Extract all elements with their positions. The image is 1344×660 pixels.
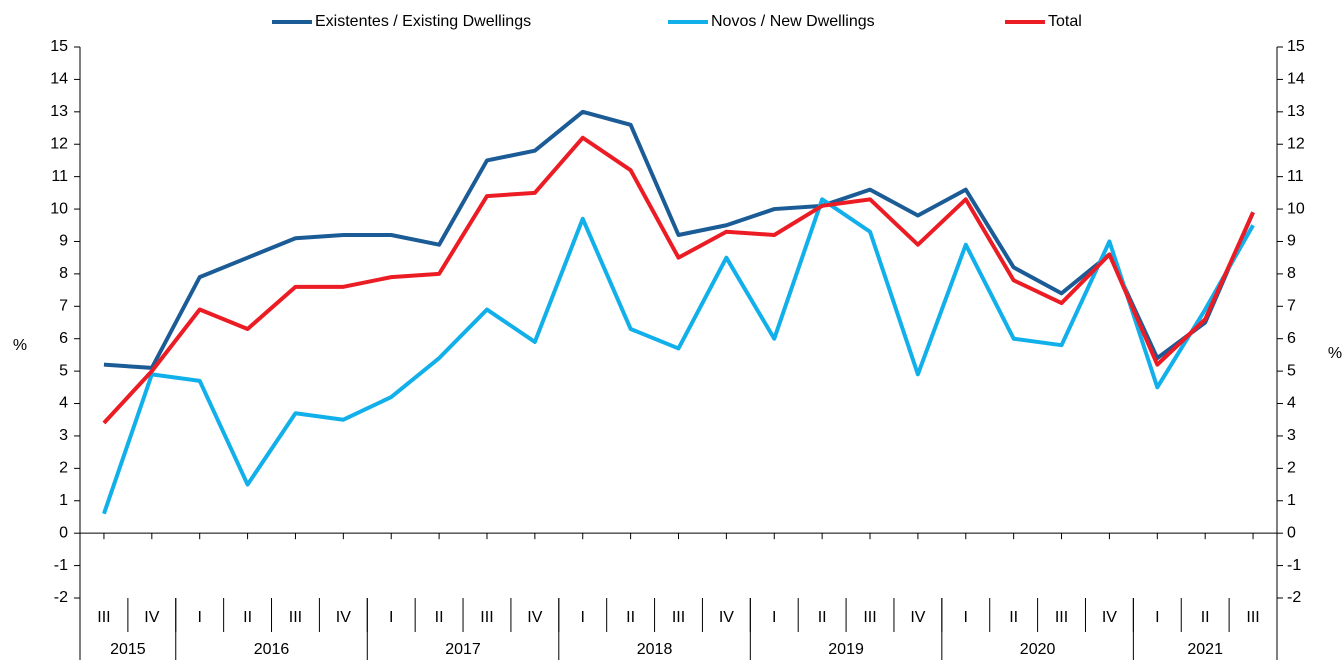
x-group-label: 2020: [1020, 641, 1056, 658]
x-tick-label: I: [1155, 609, 1159, 626]
y2-tick-label: 8: [1287, 265, 1296, 282]
y-tick-label: -1: [54, 557, 68, 574]
x-tick-label: III: [1246, 609, 1259, 626]
x-group-label: 2018: [637, 641, 673, 658]
y2-tick-label: 1: [1287, 492, 1296, 509]
y2-tick-label: 3: [1287, 427, 1296, 444]
x-tick-label: III: [672, 609, 685, 626]
y-tick-label: 14: [50, 71, 68, 88]
y-tick-label: 1: [59, 492, 68, 509]
x-tick-label: IV: [719, 609, 734, 626]
x-tick-label: I: [389, 609, 393, 626]
x-tick-label: IV: [144, 609, 159, 626]
y2-tick-label: 14: [1287, 71, 1305, 88]
x-tick-label: III: [863, 609, 876, 626]
x-tick-label: III: [1055, 609, 1068, 626]
y-tick-label: 4: [59, 395, 68, 412]
legend-label: Existentes / Existing Dwellings: [315, 13, 531, 30]
x-tick-label: I: [581, 609, 585, 626]
series-line: [102, 135, 1255, 425]
y-axis-label: %: [13, 337, 27, 354]
x-tick-label: I: [772, 609, 776, 626]
x-group-label: 2019: [828, 641, 864, 658]
x-tick-label: IV: [336, 609, 351, 626]
y-tick-label: 15: [50, 38, 68, 55]
y-tick-label: 6: [59, 330, 68, 347]
y-tick-label: 2: [59, 460, 68, 477]
y2-tick-label: 0: [1287, 524, 1296, 541]
y2-tick-label: 6: [1287, 330, 1296, 347]
x-tick-label: III: [480, 609, 493, 626]
x-tick-label: IV: [1102, 609, 1117, 626]
y-tick-label: 3: [59, 427, 68, 444]
x-tick-label: II: [435, 609, 444, 626]
y2-tick-label: 10: [1287, 200, 1305, 217]
y-tick-label: -2: [54, 589, 68, 606]
y2-tick-label: 2: [1287, 460, 1296, 477]
x-tick-label: II: [1201, 609, 1210, 626]
y-tick-label: 10: [50, 200, 68, 217]
y2-tick-label: -1: [1287, 557, 1301, 574]
series-line: [103, 109, 1255, 370]
y2-tick-label: 4: [1287, 395, 1296, 412]
x-group-label: 2015: [110, 641, 146, 658]
x-group-label: 2021: [1187, 641, 1223, 658]
y-tick-label: 12: [50, 135, 68, 152]
x-tick-label: II: [818, 609, 827, 626]
y2-tick-label: -2: [1287, 589, 1301, 606]
y2-tick-label: 13: [1287, 103, 1305, 120]
y2-tick-label: 11: [1287, 168, 1304, 185]
series-line: [102, 197, 1255, 515]
y-tick-label: 13: [50, 103, 68, 120]
x-tick-label: III: [289, 609, 302, 626]
y-tick-label: 8: [59, 265, 68, 282]
y2-axis-label: %: [1328, 345, 1342, 362]
legend-label: Total: [1048, 13, 1082, 30]
y-tick-label: 9: [59, 233, 68, 250]
x-tick-label: I: [964, 609, 968, 626]
y-tick-label: 7: [59, 298, 68, 315]
x-tick-label: IV: [910, 609, 925, 626]
y-tick-label: 0: [59, 524, 68, 541]
y2-tick-label: 5: [1287, 362, 1296, 379]
y2-tick-label: 7: [1287, 298, 1296, 315]
y-tick-label: 5: [59, 362, 68, 379]
x-group-label: 2016: [254, 641, 290, 658]
x-tick-label: II: [243, 609, 252, 626]
y2-tick-label: 15: [1287, 38, 1305, 55]
y2-tick-label: 9: [1287, 233, 1296, 250]
y2-tick-label: 12: [1287, 135, 1305, 152]
x-tick-label: III: [97, 609, 110, 626]
x-tick-label: II: [626, 609, 635, 626]
legend-label: Novos / New Dwellings: [711, 13, 875, 30]
x-tick-label: II: [1009, 609, 1018, 626]
x-tick-label: IV: [527, 609, 542, 626]
x-group-label: 2017: [445, 641, 481, 658]
y-tick-label: 11: [51, 168, 68, 185]
x-tick-label: I: [197, 609, 201, 626]
